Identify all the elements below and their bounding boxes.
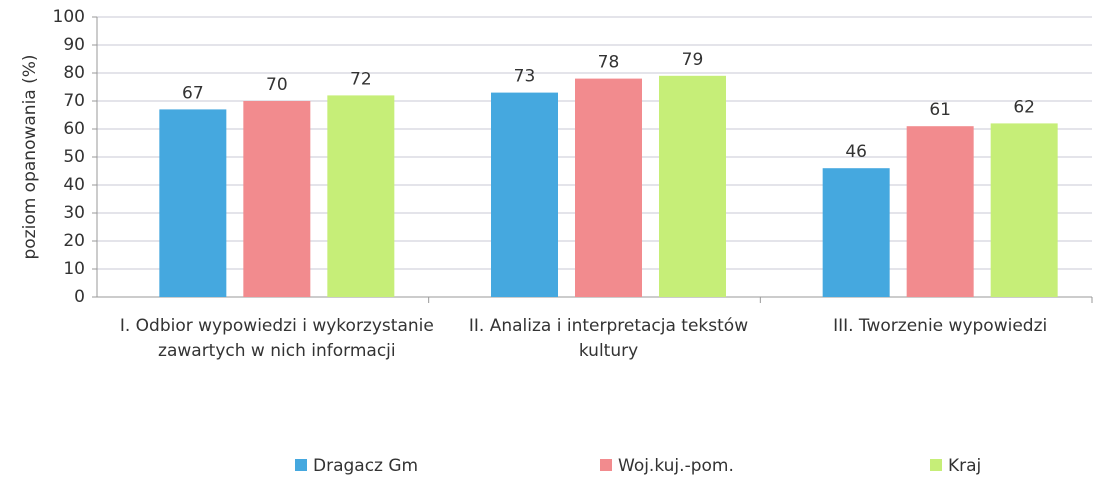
y-tick-label: 60 xyxy=(63,119,85,139)
data-label: 62 xyxy=(1013,97,1035,117)
data-label: 78 xyxy=(598,53,620,73)
legend-swatch xyxy=(295,459,307,471)
data-label: 72 xyxy=(350,69,372,89)
y-tick-label: 90 xyxy=(63,35,85,55)
bar xyxy=(659,75,726,297)
x-tick-label: I. Odbior wypowiedzi i wykorzystanie zaw… xyxy=(119,316,434,361)
data-label: 73 xyxy=(514,67,536,87)
x-tick-label: III. Tworzenie wypowiedzi xyxy=(833,316,1048,336)
data-label: 79 xyxy=(682,50,704,70)
bar xyxy=(327,95,395,298)
y-axis-label: poziom opanowania (%) xyxy=(20,54,40,259)
x-tick-label: II. Analiza i interpretacja tekstów kult… xyxy=(468,316,749,361)
y-tick-label: 70 xyxy=(63,91,85,111)
y-tick-label: 50 xyxy=(63,147,85,167)
y-tick-label: 100 xyxy=(53,7,85,27)
y-tick-label: 20 xyxy=(63,231,85,251)
legend-label: Dragacz Gm xyxy=(313,456,418,476)
y-tick-label: 30 xyxy=(63,203,85,223)
data-label: 46 xyxy=(845,142,867,162)
legend-swatch xyxy=(930,459,942,471)
bar xyxy=(906,126,974,297)
bar xyxy=(159,109,227,298)
legend-label: Kraj xyxy=(948,456,981,476)
legend-label: Woj.kuj.-pom. xyxy=(618,456,734,476)
bar xyxy=(990,123,1058,298)
bar xyxy=(575,78,642,297)
bar xyxy=(822,168,890,297)
data-label: 61 xyxy=(929,100,951,120)
y-tick-label: 0 xyxy=(74,287,85,307)
bar xyxy=(491,92,558,297)
data-label: 70 xyxy=(266,75,288,95)
legend-swatch xyxy=(600,459,612,471)
y-tick-label: 40 xyxy=(63,175,85,195)
y-tick-label: 10 xyxy=(63,259,85,279)
y-tick-label: 80 xyxy=(63,63,85,83)
data-label: 67 xyxy=(182,83,204,103)
bar xyxy=(243,101,311,297)
